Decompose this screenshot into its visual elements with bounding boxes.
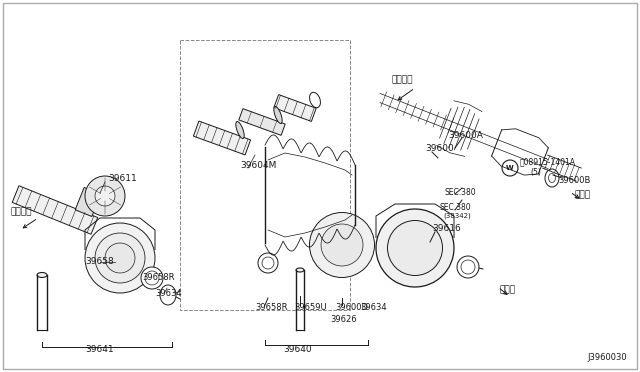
Ellipse shape	[258, 253, 278, 273]
Text: 39626: 39626	[330, 315, 356, 324]
Text: タイヤ側: タイヤ側	[392, 76, 413, 84]
Text: (38342): (38342)	[443, 213, 471, 219]
Text: 39600: 39600	[425, 144, 454, 153]
Text: 39634: 39634	[360, 302, 387, 311]
Ellipse shape	[545, 169, 559, 187]
Polygon shape	[274, 94, 316, 121]
Text: (5): (5)	[530, 167, 541, 176]
Text: 39634: 39634	[155, 289, 182, 298]
Circle shape	[85, 176, 125, 216]
Ellipse shape	[548, 173, 556, 183]
Circle shape	[95, 186, 115, 206]
Circle shape	[502, 160, 518, 176]
Ellipse shape	[296, 268, 304, 272]
Polygon shape	[12, 186, 98, 234]
Text: 39604M: 39604M	[240, 160, 276, 170]
Text: J3960030: J3960030	[587, 353, 627, 362]
Text: Ⓦ08915-1401A: Ⓦ08915-1401A	[520, 157, 576, 167]
Text: 39641: 39641	[86, 346, 115, 355]
Polygon shape	[239, 109, 285, 135]
Ellipse shape	[37, 273, 47, 278]
Ellipse shape	[145, 271, 159, 285]
Ellipse shape	[274, 106, 282, 124]
Text: 39658: 39658	[85, 257, 114, 266]
Text: タイヤ側: タイヤ側	[10, 208, 31, 217]
Text: W: W	[506, 165, 514, 171]
Text: 39600A: 39600A	[448, 131, 483, 140]
Ellipse shape	[387, 221, 442, 276]
Text: 39640: 39640	[284, 346, 312, 355]
Ellipse shape	[236, 122, 244, 138]
Polygon shape	[75, 187, 101, 217]
Text: SEC.380: SEC.380	[440, 202, 472, 212]
Text: 39611: 39611	[108, 173, 137, 183]
Ellipse shape	[310, 92, 321, 108]
Ellipse shape	[376, 209, 454, 287]
Ellipse shape	[457, 256, 479, 278]
Text: デフ側: デフ側	[575, 190, 591, 199]
Text: 39658R: 39658R	[142, 273, 175, 282]
Polygon shape	[193, 121, 251, 155]
Ellipse shape	[105, 243, 135, 273]
Text: SEC.380: SEC.380	[445, 187, 477, 196]
Text: 39600B: 39600B	[558, 176, 590, 185]
Text: 39659U: 39659U	[294, 302, 326, 311]
Ellipse shape	[310, 212, 374, 278]
Text: デフ側: デフ側	[500, 285, 516, 295]
Text: 39600D: 39600D	[335, 302, 368, 311]
Bar	[180, 40, 350, 310]
Ellipse shape	[85, 223, 155, 293]
Ellipse shape	[160, 285, 176, 305]
Ellipse shape	[141, 267, 163, 289]
Text: 39658R: 39658R	[255, 302, 287, 311]
Ellipse shape	[95, 233, 145, 283]
Ellipse shape	[461, 260, 475, 274]
Ellipse shape	[321, 224, 363, 266]
Text: 39616: 39616	[432, 224, 461, 232]
Ellipse shape	[262, 257, 274, 269]
